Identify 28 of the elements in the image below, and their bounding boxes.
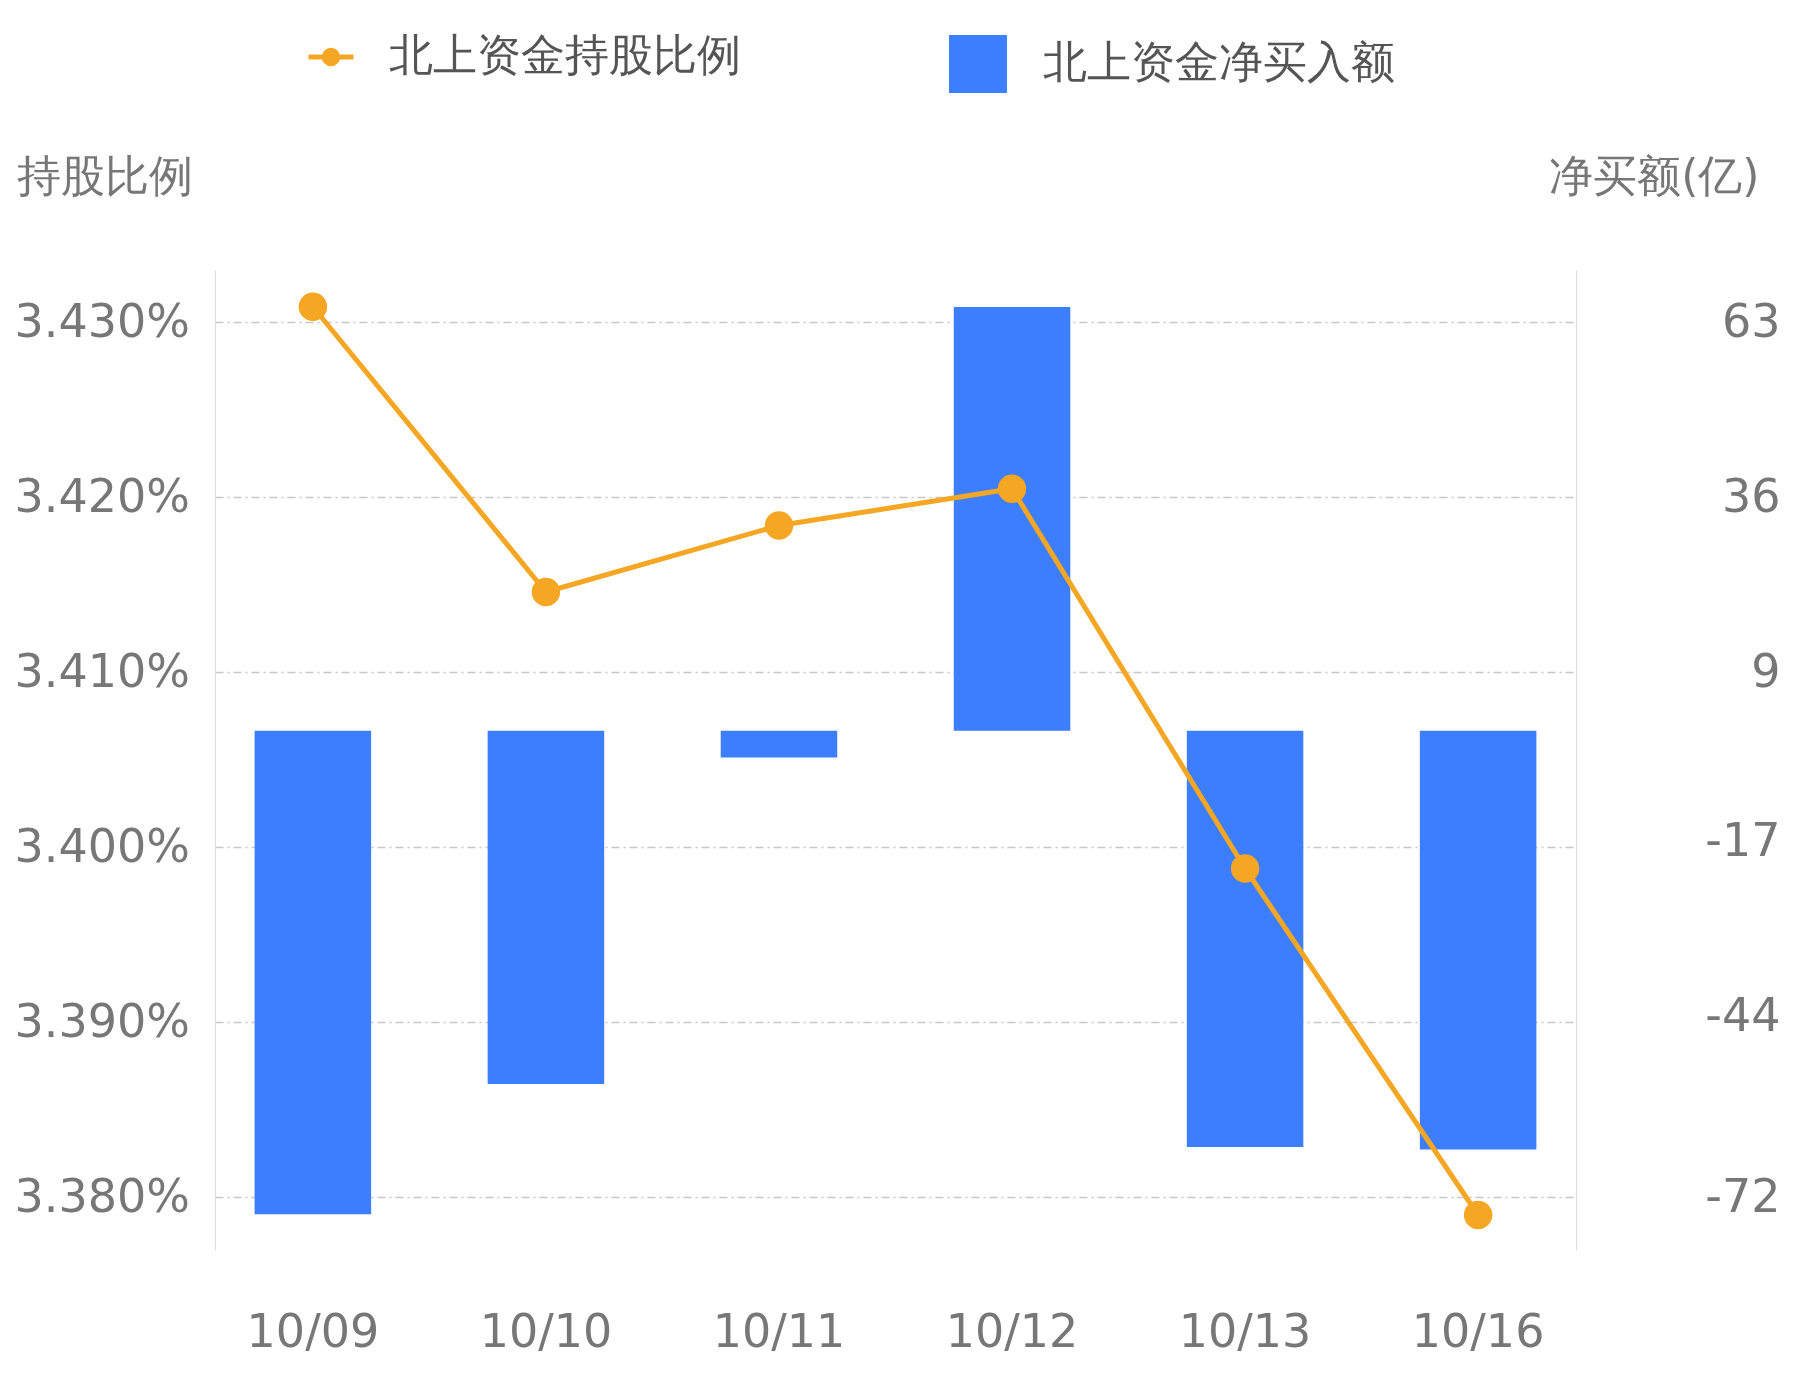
y2-tick-label: -72 [1705, 1169, 1781, 1223]
y-tick-label: 3.430% [14, 294, 190, 348]
x-tick-label: 10/12 [945, 1303, 1079, 1358]
x-tick-label: 10/16 [1411, 1303, 1545, 1358]
point [1230, 854, 1260, 883]
point [764, 511, 794, 540]
y2-tick-label: 36 [1721, 469, 1781, 523]
y-tick-label: 3.410% [14, 644, 190, 698]
x-tick-label: 10/10 [479, 1303, 613, 1358]
y-tick-label: 3.420% [14, 469, 190, 523]
x-tick-label: 10/13 [1178, 1303, 1312, 1358]
y-tick-label: 3.390% [14, 994, 190, 1048]
legend-label: 北上资金持股比例 [389, 29, 741, 80]
y2-axis-title: 净买额(亿) [1549, 149, 1760, 201]
point [997, 474, 1027, 503]
y2-tick-label: -44 [1705, 987, 1781, 1042]
point [531, 577, 561, 607]
y2-tick-label: 63 [1721, 294, 1781, 348]
y2-tick-label: -17 [1705, 812, 1781, 867]
y2-tick-label: 9 [1751, 644, 1781, 698]
legend-label: 北上资金净买入额 [1043, 36, 1395, 87]
point [298, 292, 328, 321]
y-axis-title: 持股比例 [16, 149, 193, 201]
point [1463, 1200, 1493, 1230]
x-tick-label: 10/11 [712, 1303, 846, 1358]
x-tick-label: 10/09 [246, 1303, 380, 1358]
y-tick-label: 3.380% [14, 1169, 190, 1223]
y-tick-label: 3.400% [14, 819, 190, 873]
